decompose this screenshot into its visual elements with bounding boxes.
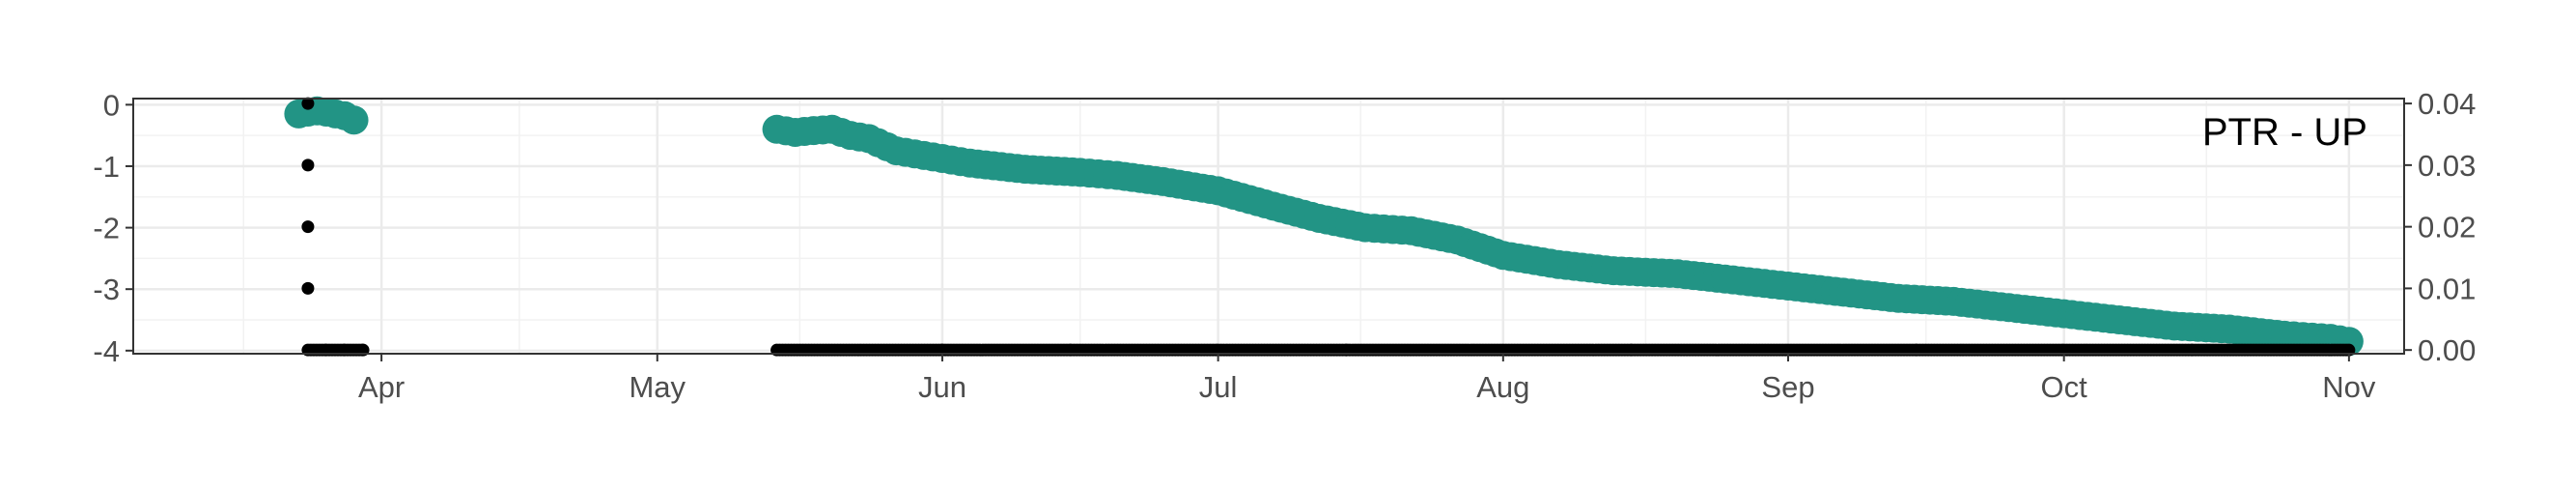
y-right-tick-label: 0.03 xyxy=(2418,149,2476,183)
y-left-tick-label: -3 xyxy=(93,273,120,306)
x-tick-label: Nov xyxy=(2322,370,2376,404)
x-tick-label: Oct xyxy=(2041,370,2088,404)
tick-labels: Apr May Jun Jul Aug Sep Oct Nov 0 -1 -2 -3 -4 0.04 0.0… xyxy=(93,87,2476,404)
left-series-point xyxy=(339,105,369,135)
x-tick-label: Jun xyxy=(918,370,966,404)
right-series-point xyxy=(301,220,315,234)
y-right-tick-label: 0.00 xyxy=(2418,333,2476,367)
y-right-tick-label: 0.02 xyxy=(2418,211,2476,244)
y-left-tick-label: -4 xyxy=(93,334,120,368)
x-tick-label: Sep xyxy=(1761,370,1814,404)
y-right-tick-label: 0.04 xyxy=(2418,87,2476,121)
right-series-point xyxy=(301,158,315,172)
right-series-point xyxy=(301,97,315,110)
y-right-tick-label: 0.01 xyxy=(2418,272,2476,305)
x-tick-label: May xyxy=(629,370,686,404)
y-left-tick-label: -1 xyxy=(93,150,120,184)
x-tick-label: Jul xyxy=(1199,370,1238,404)
x-tick-label: Apr xyxy=(358,370,405,404)
axis-ticks xyxy=(126,102,2412,361)
left-axis-series xyxy=(284,96,2364,357)
panel-title: PTR - UP xyxy=(2202,111,2367,154)
x-tick-label: Aug xyxy=(1476,370,1529,404)
right-series-point xyxy=(301,281,315,295)
y-left-tick-label: -2 xyxy=(93,212,120,245)
y-left-tick-label: 0 xyxy=(103,88,120,122)
